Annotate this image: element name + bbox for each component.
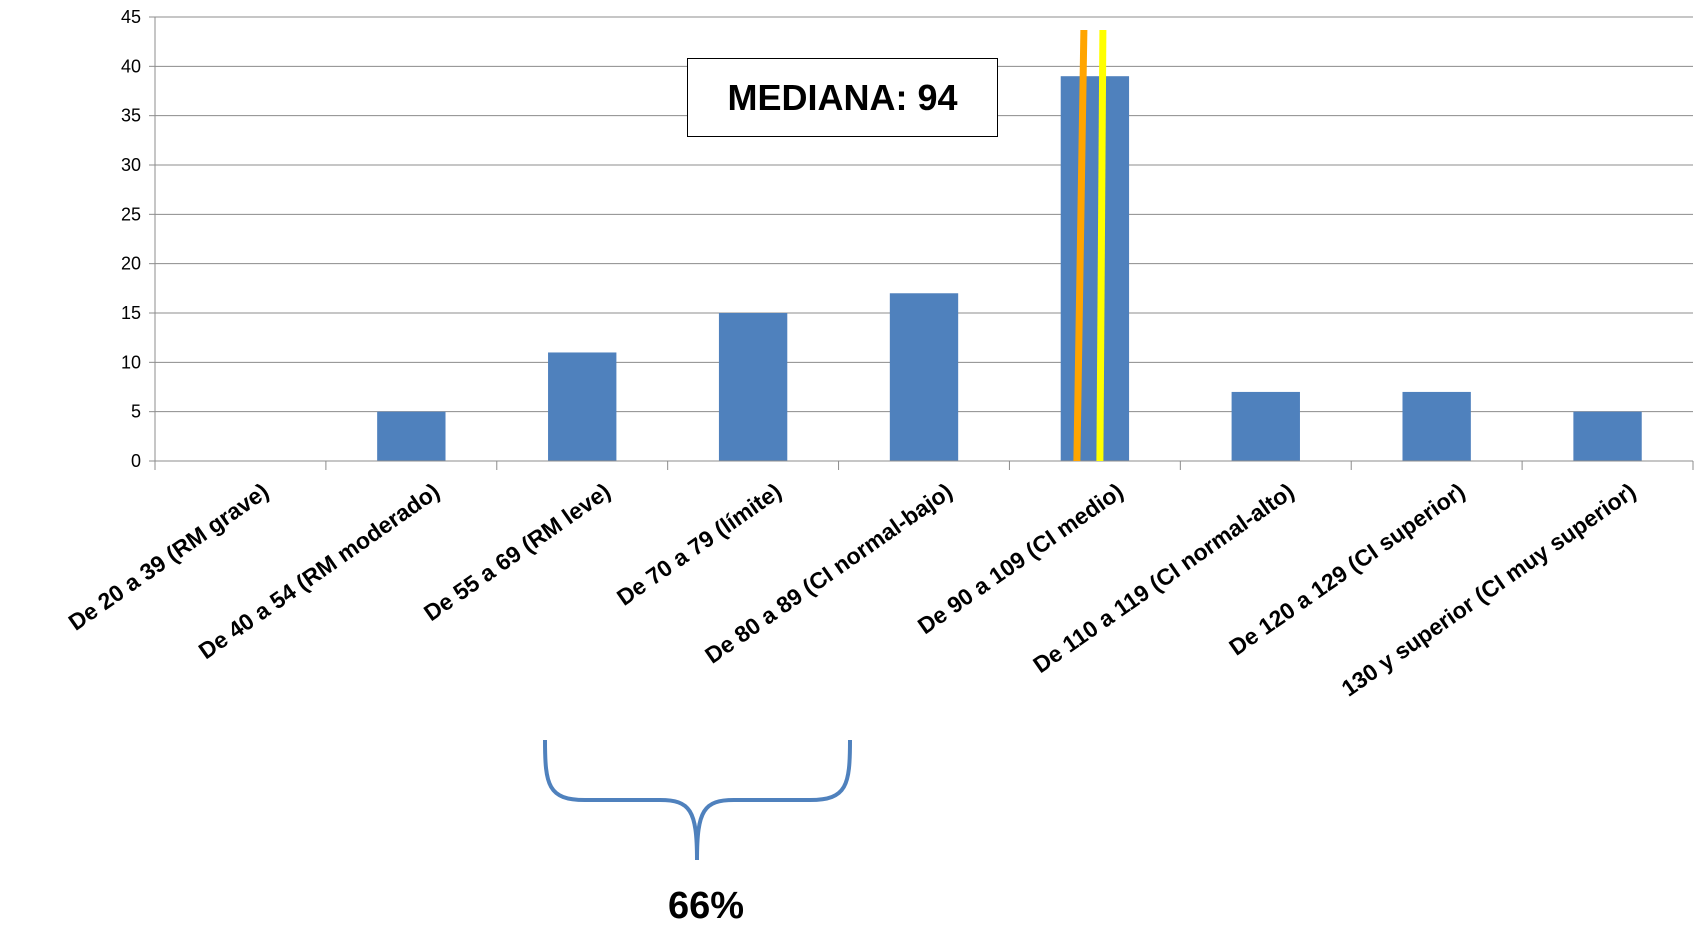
- y-tick-label: 10: [121, 352, 141, 372]
- y-tick-label: 35: [121, 106, 141, 126]
- y-tick-label: 15: [121, 303, 141, 323]
- percentage-bracket: [545, 740, 850, 860]
- bar: [377, 412, 445, 461]
- y-tick-label: 20: [121, 254, 141, 274]
- y-axis: 0 5 10 15 20 25 30 35 40 45: [121, 7, 155, 471]
- bar: [548, 352, 616, 461]
- y-tick-label: 40: [121, 56, 141, 76]
- y-tick-label: 0: [131, 451, 141, 471]
- median-annotation: MEDIANA: 94: [687, 58, 998, 137]
- bracket-percentage-label: 66%: [600, 885, 812, 928]
- bar: [719, 313, 787, 461]
- bar: [1402, 392, 1470, 461]
- bar: [1573, 412, 1641, 461]
- x-tick-label: De 70 a 79 (límite): [612, 478, 786, 611]
- y-tick-label: 30: [121, 155, 141, 175]
- bar: [1232, 392, 1300, 461]
- x-tick-label: 130 y superior (CI muy superior): [1337, 478, 1641, 702]
- y-tick-label: 5: [131, 402, 141, 422]
- median-line-yellow: [1100, 30, 1103, 461]
- y-tick-label: 45: [121, 7, 141, 27]
- bar: [1061, 76, 1129, 461]
- x-axis: De 20 a 39 (RM grave)De 40 a 54 (RM mode…: [64, 461, 1693, 701]
- bars: [377, 76, 1642, 461]
- y-tick-label: 25: [121, 204, 141, 224]
- bar: [890, 293, 958, 461]
- x-tick-label: De 55 a 69 (RM leve): [419, 478, 615, 626]
